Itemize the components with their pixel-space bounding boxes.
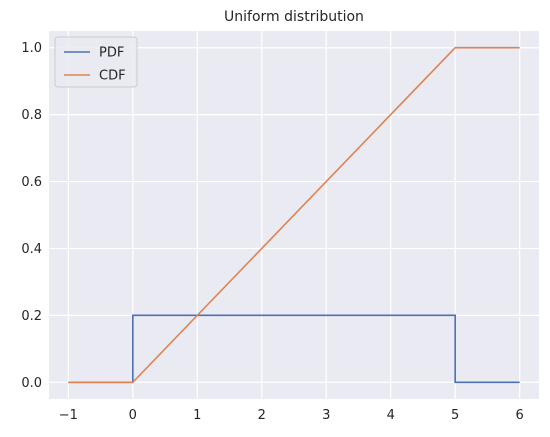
x-tick-label: 3 bbox=[322, 408, 330, 423]
x-axis: −1 0 1 2 3 4 5 6 bbox=[59, 408, 524, 423]
chart-title: Uniform distribution bbox=[224, 9, 364, 25]
series-cdf-line bbox=[68, 46, 520, 384]
legend-label-cdf: CDF bbox=[99, 69, 126, 84]
y-tick-label: 0.2 bbox=[21, 309, 42, 324]
y-tick-label: 0.6 bbox=[21, 175, 42, 190]
x-tick-label: −1 bbox=[59, 408, 78, 423]
x-tick-label: 0 bbox=[129, 408, 137, 423]
x-tick-label: 1 bbox=[193, 408, 201, 423]
y-tick-label: 0.8 bbox=[21, 108, 42, 123]
x-tick-label: 4 bbox=[387, 408, 395, 423]
x-tick-label: 2 bbox=[258, 408, 266, 423]
series-layer bbox=[68, 46, 520, 384]
legend: PDF CDF bbox=[54, 36, 138, 88]
x-tick-label: 6 bbox=[516, 408, 524, 423]
y-tick-label: 1.0 bbox=[21, 41, 42, 56]
y-tick-label: 0.4 bbox=[21, 242, 42, 257]
legend-label-pdf: PDF bbox=[99, 46, 124, 61]
x-tick-label: 5 bbox=[451, 408, 459, 423]
y-tick-label: 0.0 bbox=[21, 376, 42, 391]
y-axis: 0.0 0.2 0.4 0.6 0.8 1.0 bbox=[21, 41, 42, 391]
